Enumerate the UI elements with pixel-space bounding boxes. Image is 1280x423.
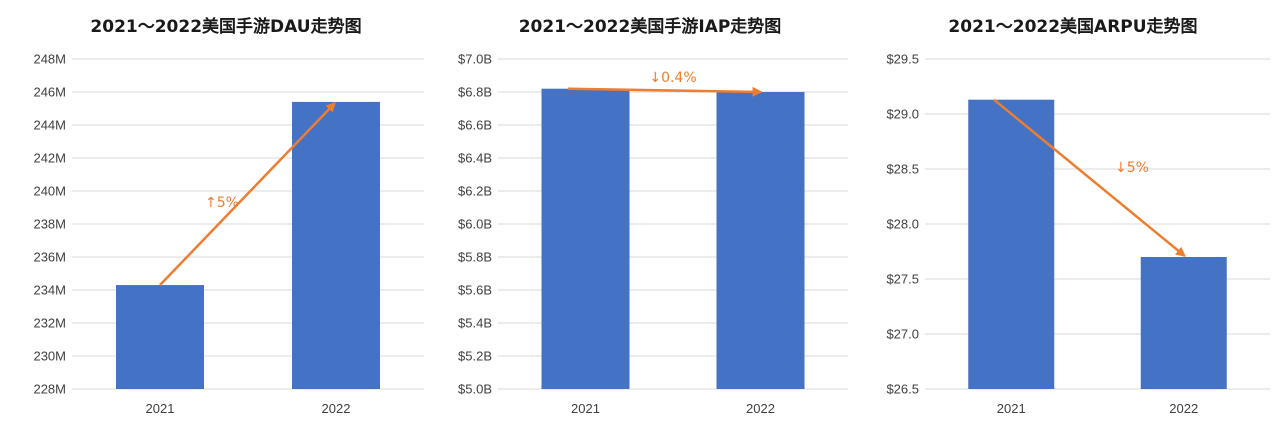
- x-tick-label: 2022: [322, 401, 351, 416]
- y-tick-label: 232M: [33, 316, 66, 331]
- y-tick-label: $5.8B: [458, 250, 492, 265]
- y-tick-label: $27.0: [886, 327, 919, 342]
- y-tick-label: $29.0: [886, 107, 919, 122]
- y-tick-label: $26.5: [886, 382, 919, 397]
- bar-2021: [968, 99, 1055, 389]
- bar-2022: [292, 101, 380, 390]
- y-tick-label: $28.5: [886, 162, 919, 177]
- bar-2021: [116, 285, 204, 389]
- y-tick-label: 236M: [33, 250, 66, 265]
- y-tick-label: $6.0B: [458, 217, 492, 232]
- y-tick-label: 230M: [33, 349, 66, 364]
- y-tick-label: $5.2B: [458, 349, 492, 364]
- y-tick-label: $5.6B: [458, 283, 492, 298]
- y-tick-label: $6.8B: [458, 85, 492, 100]
- x-tick-label: 2021: [997, 401, 1026, 416]
- bar-2021: [541, 88, 630, 389]
- y-tick-label: 228M: [33, 382, 66, 397]
- change-annotation: ↓0.4%: [649, 70, 696, 86]
- chart-dau: 2021～2022美国手游DAU走势图 228M 230M 232M 234M 236M…: [33, 16, 424, 416]
- bar-2022: [1140, 257, 1227, 389]
- y-tick-label: 246M: [33, 85, 66, 100]
- x-tick-label: 2022: [1169, 401, 1198, 416]
- y-tick-label: $29.5: [886, 52, 919, 67]
- bar-2022: [716, 92, 805, 389]
- y-tick-label: $7.0B: [458, 52, 492, 67]
- chart-arpu: 2021～2022美国ARPU走势图 $26.5 $27.0 $27.5 $28.0 $…: [886, 16, 1270, 416]
- y-tick-label: 244M: [33, 118, 66, 133]
- y-tick-label: $5.0B: [458, 382, 492, 397]
- x-tick-label: 2022: [746, 401, 775, 416]
- trend-arrow: [993, 98, 1186, 257]
- y-tick-label: 248M: [33, 52, 66, 67]
- y-tick-label: $28.0: [886, 217, 919, 232]
- chart-title: 2021～2022美国ARPU走势图: [948, 16, 1197, 37]
- chart-title: 2021～2022美国手游DAU走势图: [90, 16, 361, 37]
- trend-arrow: [159, 101, 337, 286]
- y-tick-label: 234M: [33, 283, 66, 298]
- trend-arrow: [567, 86, 763, 97]
- y-tick-label: $6.2B: [458, 184, 492, 199]
- y-tick-label: 238M: [33, 217, 66, 232]
- y-tick-label: $27.5: [886, 272, 919, 287]
- y-tick-label: $6.4B: [458, 151, 492, 166]
- chart-iap: 2021～2022美国手游IAP走势图 $5.0B $5.2B $5.4B $5.6B…: [458, 16, 848, 416]
- x-tick-label: 2021: [146, 401, 175, 416]
- change-annotation: ↓5%: [1115, 160, 1149, 176]
- y-tick-label: $6.6B: [458, 118, 492, 133]
- y-tick-label: 240M: [33, 184, 66, 199]
- y-tick-label: $5.4B: [458, 316, 492, 331]
- change-annotation: ↑5%: [205, 195, 239, 211]
- chart-title: 2021～2022美国手游IAP走势图: [519, 16, 782, 37]
- x-tick-label: 2021: [571, 401, 600, 416]
- y-tick-label: 242M: [33, 151, 66, 166]
